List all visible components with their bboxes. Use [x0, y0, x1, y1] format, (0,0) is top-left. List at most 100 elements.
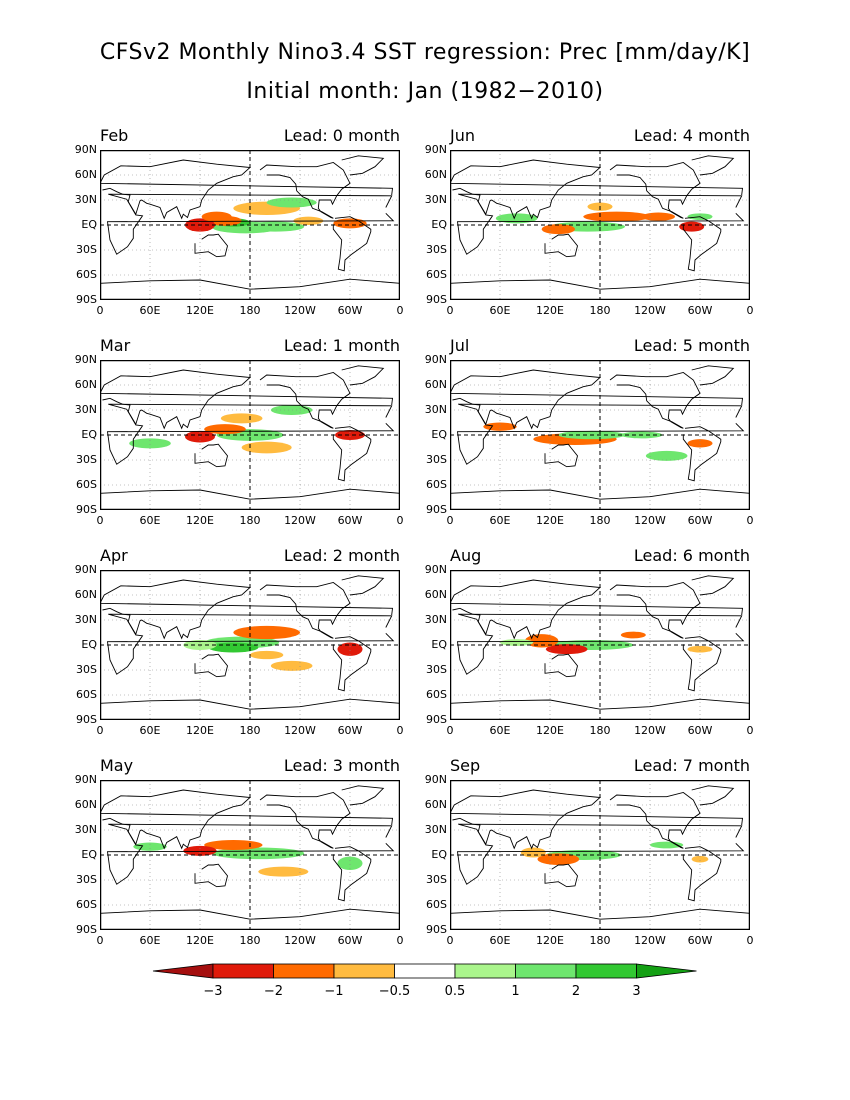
lat-tick-label: 60N [74, 588, 97, 601]
map-frame [450, 570, 750, 720]
coastline [450, 488, 750, 500]
coastline [691, 365, 735, 386]
coastline [106, 403, 395, 465]
coastline [100, 579, 394, 640]
anomaly-region [129, 438, 171, 449]
map-plot [450, 360, 750, 510]
map-plot [100, 570, 400, 720]
lat-tick-label: 90N [424, 353, 447, 366]
anomaly-region [250, 650, 284, 660]
lon-tick-label: 60E [139, 724, 161, 737]
lon-tick-label: 0 [396, 304, 404, 317]
lon-tick-label: 120E [536, 304, 564, 317]
lon-tick-label: 120E [186, 724, 214, 737]
coastline [450, 908, 750, 920]
lon-tick-label: 0 [446, 304, 454, 317]
anomaly-region [620, 631, 646, 639]
lat-tick-label: 90S [426, 503, 447, 516]
lon-tick-label: 120E [536, 724, 564, 737]
lon-tick-label: 120W [284, 724, 316, 737]
coastline [259, 372, 351, 429]
anomaly-region [270, 660, 313, 671]
lat-tick-label: 30N [74, 403, 97, 416]
lon-tick-label: 60E [139, 304, 161, 317]
map-plot [100, 780, 400, 930]
map-frame [450, 360, 750, 510]
lon-tick-label: 120W [634, 934, 666, 947]
panel-month-label: Jun [450, 126, 475, 145]
lon-tick-label: 180 [239, 724, 261, 737]
anomaly-region [525, 634, 559, 648]
lon-tick-label: 0 [96, 724, 104, 737]
lon-tick-label: 0 [396, 934, 404, 947]
colorbar-swatch [333, 963, 395, 979]
lat-tick-label: 90S [76, 923, 97, 936]
anomaly-region [679, 221, 705, 232]
lat-tick-label: 30N [74, 823, 97, 836]
anomaly-region [241, 441, 292, 454]
colorbar-tick-label: 1 [511, 984, 520, 999]
map-frame [100, 150, 400, 300]
coastline [341, 155, 385, 176]
lon-tick-label: 120E [186, 514, 214, 527]
colorbar-tick-label: −3 [203, 984, 223, 999]
lon-tick-label: 120W [284, 934, 316, 947]
coastline [456, 193, 745, 255]
lon-tick-label: 120E [186, 304, 214, 317]
lon-tick-label: 60W [337, 724, 363, 737]
anomaly-region [691, 855, 709, 863]
colorbar-tick-label: −2 [263, 984, 284, 999]
anomaly-region [335, 430, 365, 440]
lat-tick-label: 60S [76, 898, 97, 911]
coastline [100, 789, 394, 850]
lon-tick-label: 180 [589, 514, 611, 527]
anomaly-region [183, 845, 217, 856]
lon-tick-label: 180 [239, 514, 261, 527]
map-plot [450, 570, 750, 720]
lat-tick-label: EQ [431, 428, 447, 441]
lon-tick-label: 60E [489, 934, 511, 947]
lat-tick-label: 90N [74, 143, 97, 156]
lon-tick-label: 120W [634, 514, 666, 527]
colorbar-swatch [273, 963, 335, 979]
coastline [682, 846, 722, 902]
coastline [332, 636, 372, 692]
lon-tick-label: 60W [687, 934, 713, 947]
coastline [100, 488, 400, 500]
lat-tick-label: 60S [426, 478, 447, 491]
lat-tick-label: EQ [431, 848, 447, 861]
colorbar-swatch [515, 963, 577, 979]
coastline [682, 636, 722, 692]
panel-lead-label: Lead: 7 month [633, 756, 750, 775]
colorbar-tick-label: 3 [632, 984, 641, 999]
map-frame [100, 360, 400, 510]
lat-tick-label: 60N [74, 168, 97, 181]
coastline [106, 193, 395, 255]
anomaly-region [687, 439, 713, 448]
lat-tick-label: 60S [426, 268, 447, 281]
map-plot [100, 360, 400, 510]
lon-tick-label: 0 [396, 724, 404, 737]
lon-tick-label: 60E [489, 514, 511, 527]
lat-tick-label: EQ [81, 218, 97, 231]
anomaly-region [483, 422, 517, 431]
lon-tick-label: 60W [687, 304, 713, 317]
lat-tick-label: 30N [74, 613, 97, 626]
colorbar-swatch [212, 963, 274, 979]
map-frame [450, 780, 750, 930]
lon-tick-label: 60E [139, 514, 161, 527]
coastline [544, 443, 578, 468]
colorbar [152, 963, 697, 979]
map-frame [100, 570, 400, 720]
lat-tick-label: 30S [76, 663, 97, 676]
figure-subtitle: Initial month: Jan (1982−2010) [246, 79, 604, 104]
lon-tick-label: 60W [337, 934, 363, 947]
map-frame [100, 780, 400, 930]
lat-tick-label: 60S [426, 898, 447, 911]
anomaly-region [337, 642, 363, 656]
coastline [544, 863, 578, 888]
panel-lead-label: Lead: 4 month [633, 126, 750, 145]
coastline [456, 613, 745, 675]
lat-tick-label: 60S [76, 268, 97, 281]
coastline [259, 582, 351, 639]
